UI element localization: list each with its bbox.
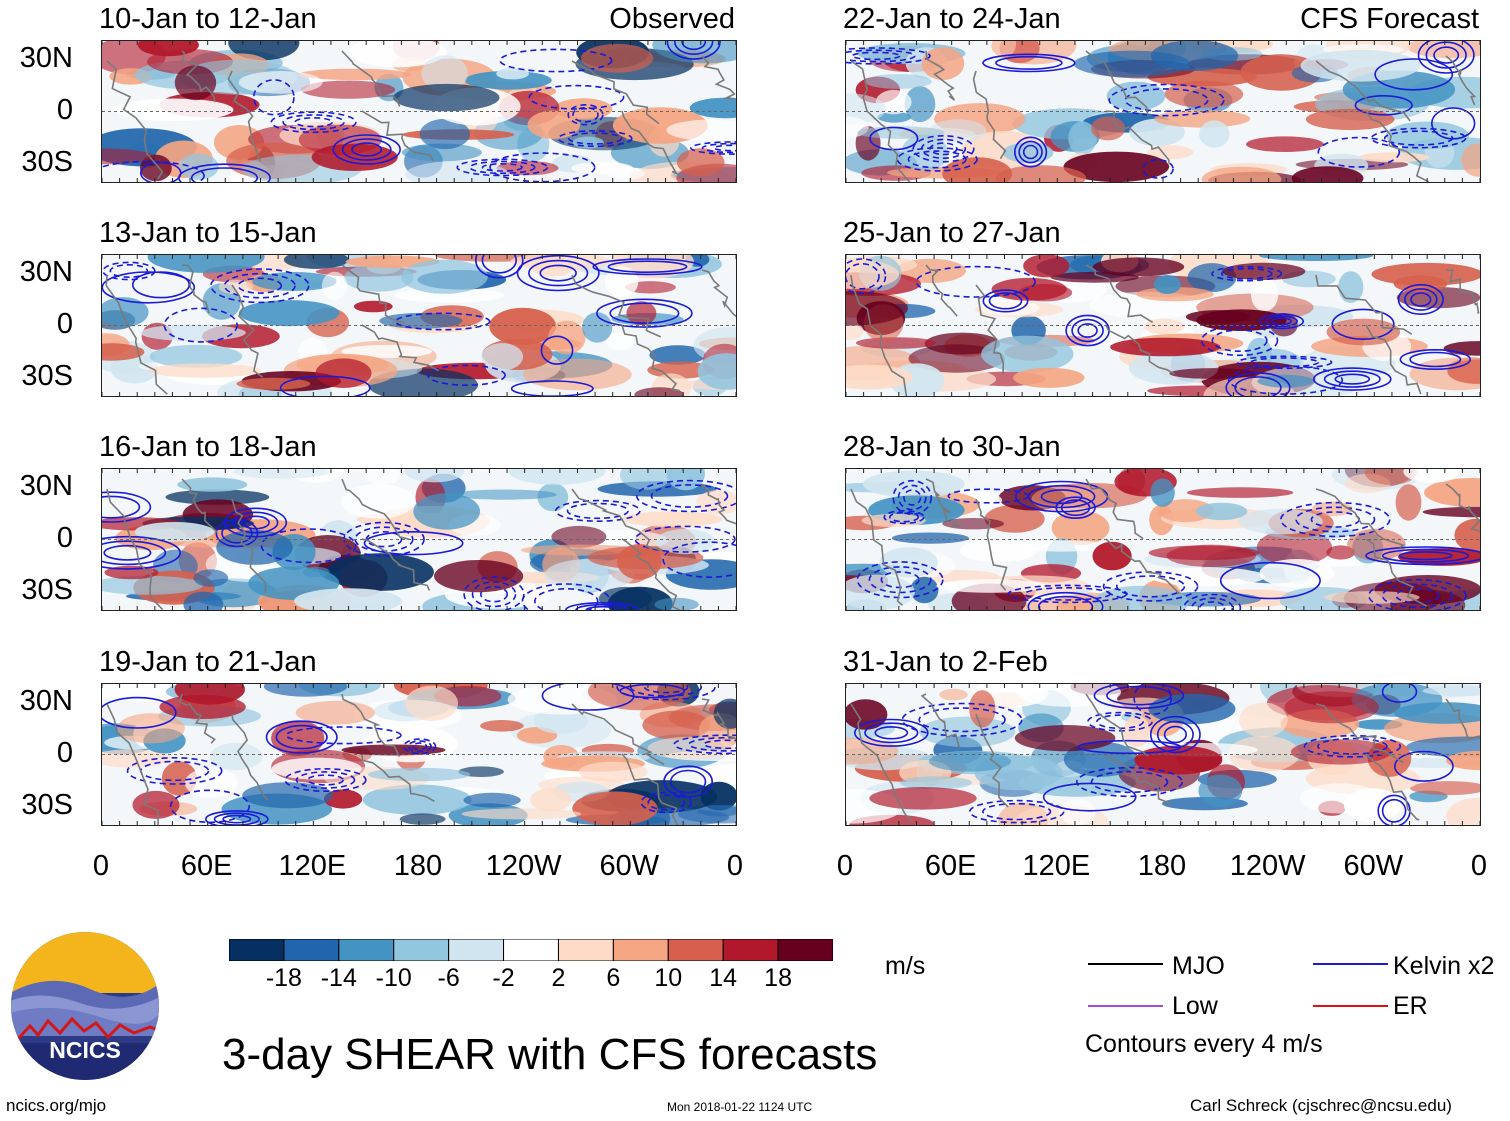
legend-label-mjo: MJO xyxy=(1172,952,1225,980)
legend-swatches xyxy=(1088,963,1388,1007)
panel-title-p7: 28-Jan to 30-Jan xyxy=(843,431,1061,463)
map-panel-p5 xyxy=(845,40,1481,183)
y-tick-label: 30N xyxy=(19,256,73,288)
colorbar-swatch xyxy=(667,938,724,962)
colorbar xyxy=(228,938,834,962)
main-title: 3-day SHEAR with CFS forecasts xyxy=(222,1030,878,1079)
x-tick-label: 0 xyxy=(726,850,744,882)
x-tick-label: 120E xyxy=(278,850,347,882)
panel-title-p8: 31-Jan to 2-Feb xyxy=(843,646,1048,678)
map-panel-p6 xyxy=(845,254,1481,397)
x-tick-label: 60W xyxy=(1343,850,1404,882)
map-panel-p1 xyxy=(101,40,737,183)
panel-tag-p5: CFS Forecast xyxy=(1300,3,1479,35)
colorbar-swatch xyxy=(722,938,779,962)
footer-website: ncics.org/mjo xyxy=(6,1096,107,1115)
colorbar-swatch xyxy=(777,938,834,962)
panel-title-p6: 25-Jan to 27-Jan xyxy=(843,217,1061,249)
map-panel-p8 xyxy=(845,683,1481,826)
footer-author: Carl Schreck (cjschrec@ncsu.edu) xyxy=(1190,1096,1452,1115)
colorbar-tick-label: -14 xyxy=(320,964,357,992)
legend-label-low: Low xyxy=(1172,992,1218,1020)
legend-note: Contours every 4 m/s xyxy=(1085,1030,1323,1058)
x-tick-label: 180 xyxy=(1137,850,1187,882)
colorbar-tick-label: 6 xyxy=(606,964,621,992)
colorbar-tick-label: 18 xyxy=(764,964,792,992)
x-tick-label: 0 xyxy=(92,850,110,882)
colorbar-swatch xyxy=(557,938,614,962)
map-panel-p2 xyxy=(101,254,737,397)
y-tick-label: 30N xyxy=(19,685,73,717)
y-tick-label: 30S xyxy=(21,146,73,178)
legend-label-kelvin: Kelvin x2 xyxy=(1393,952,1495,980)
colorbar-units: m/s xyxy=(885,952,926,980)
x-tick-label: 120W xyxy=(1229,850,1306,882)
colorbar-swatch xyxy=(503,938,559,962)
panel-tag-p1: Observed xyxy=(609,3,735,35)
y-tick-label: 0 xyxy=(56,94,73,126)
y-tick-label: 30S xyxy=(21,574,73,606)
y-tick-label: 0 xyxy=(56,737,73,769)
legend-label-er: ER xyxy=(1393,992,1428,1020)
x-tick-label: 180 xyxy=(393,850,443,882)
panel-title-p3: 16-Jan to 18-Jan xyxy=(99,431,317,463)
colorbar-tick-label: -18 xyxy=(265,964,302,992)
y-tick-label: 30N xyxy=(19,42,73,74)
colorbar-tick-label: -6 xyxy=(437,964,460,992)
footer-timestamp: Mon 2018-01-22 1124 UTC xyxy=(667,1100,813,1114)
y-tick-label: 30S xyxy=(21,360,73,392)
panel-title-p1: 10-Jan to 12-Jan xyxy=(99,3,317,35)
x-tick-label: 60E xyxy=(180,850,233,882)
colorbar-tick-label: 14 xyxy=(709,964,738,992)
y-tick-label: 30S xyxy=(21,789,73,821)
ncics-logo: NCICS xyxy=(10,931,160,1081)
colorbar-swatch xyxy=(283,938,340,962)
colorbar-tick-label: -2 xyxy=(492,964,515,992)
colorbar-swatch xyxy=(612,938,669,962)
panel-title-p4: 19-Jan to 21-Jan xyxy=(99,646,317,678)
map-panel-p4 xyxy=(101,683,737,826)
map-panel-p7 xyxy=(845,468,1481,611)
x-tick-label: 60E xyxy=(924,850,977,882)
y-tick-label: 0 xyxy=(56,522,73,554)
legend: MJO Kelvin x2 Low ER Contours every 4 m/… xyxy=(1085,950,1505,1060)
colorbar-swatch xyxy=(228,938,285,962)
y-tick-label: 0 xyxy=(56,308,73,340)
colorbar-swatch xyxy=(338,938,395,962)
x-tick-label: 60W xyxy=(599,850,660,882)
ncics-logo-text: NCICS xyxy=(49,1037,121,1063)
x-tick-label: 120E xyxy=(1022,850,1091,882)
y-tick-label: 30N xyxy=(19,470,73,502)
panel-title-p2: 13-Jan to 15-Jan xyxy=(99,217,317,249)
panel-title-p5: 22-Jan to 24-Jan xyxy=(843,3,1061,35)
colorbar-tick-label: 2 xyxy=(551,964,566,992)
colorbar-swatch xyxy=(448,938,505,962)
map-panel-p3 xyxy=(101,468,737,611)
colorbar-tick-label: -10 xyxy=(375,964,412,992)
x-tick-label: 0 xyxy=(1470,850,1488,882)
colorbar-tick-label: 10 xyxy=(654,964,683,992)
colorbar-swatch xyxy=(393,938,450,962)
x-tick-label: 0 xyxy=(836,850,854,882)
x-tick-label: 120W xyxy=(485,850,562,882)
